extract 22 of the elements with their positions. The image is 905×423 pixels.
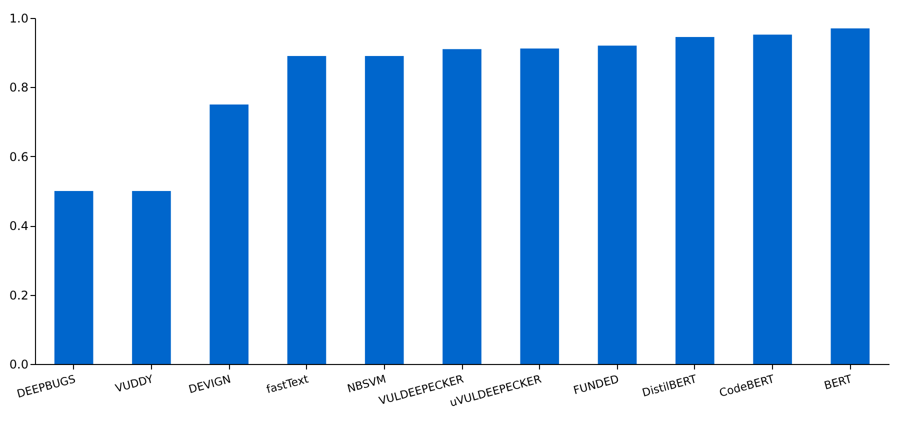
bar [210, 104, 248, 364]
x-tick-label: BERT [822, 372, 854, 392]
bar [287, 56, 326, 364]
x-tick-label: fastText [265, 372, 310, 396]
x-tick-label: FUNDED [572, 372, 620, 398]
bar [830, 28, 870, 364]
bar [364, 56, 404, 364]
y-tick-label: 0.4 [9, 219, 28, 234]
x-tick-label: VUDDY [114, 372, 155, 396]
y-tick-label: 0.6 [9, 150, 28, 164]
bar [598, 46, 637, 364]
bar [442, 49, 482, 364]
bar [676, 37, 714, 364]
bar [132, 191, 171, 364]
bar [753, 34, 792, 364]
y-tick-label: 1.0 [9, 12, 28, 26]
bar [54, 191, 94, 364]
y-tick-label: 0.0 [9, 358, 28, 372]
y-tick-label: 0.8 [9, 80, 28, 95]
y-tick-label: 0.2 [9, 288, 28, 302]
bar [520, 48, 560, 364]
x-tick-label: DEVIGN [187, 372, 232, 396]
